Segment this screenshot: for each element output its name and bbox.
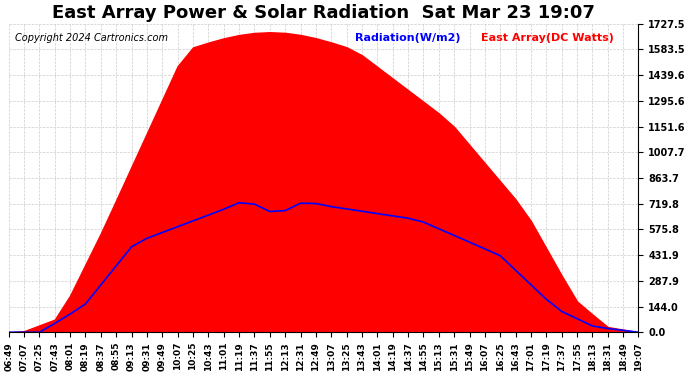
Text: Copyright 2024 Cartronics.com: Copyright 2024 Cartronics.com [15,33,168,43]
Text: East Array(DC Watts): East Array(DC Watts) [481,33,614,43]
Title: East Array Power & Solar Radiation  Sat Mar 23 19:07: East Array Power & Solar Radiation Sat M… [52,4,595,22]
Text: Radiation(W/m2): Radiation(W/m2) [355,33,460,43]
